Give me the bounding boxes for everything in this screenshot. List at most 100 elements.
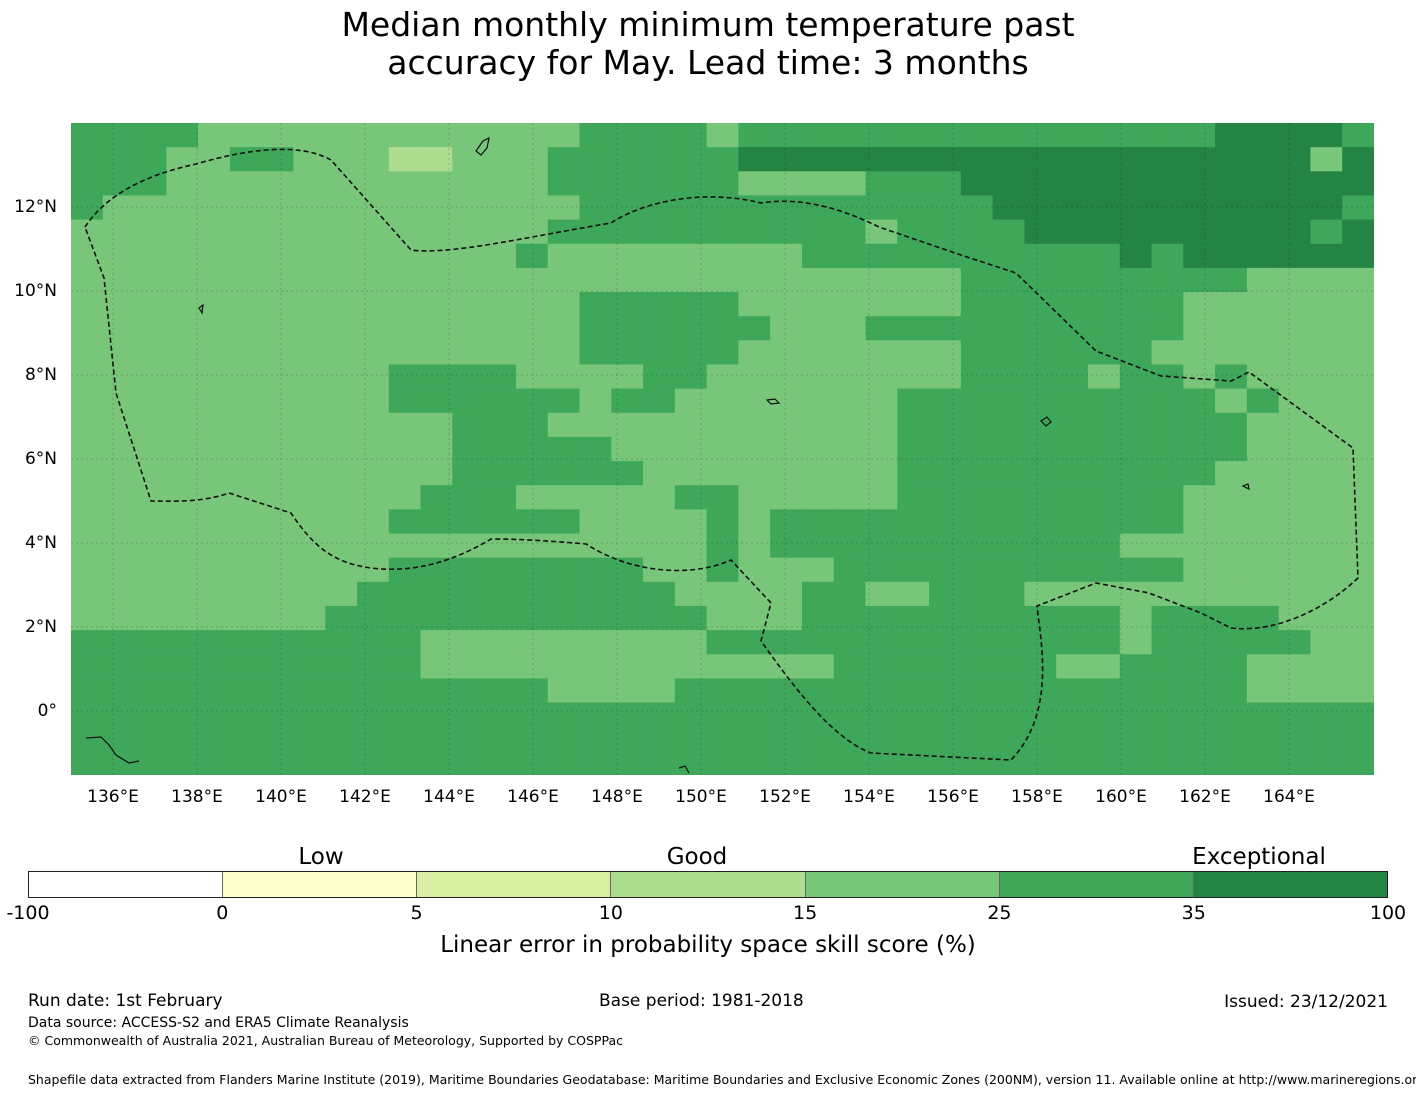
grid-cell <box>643 533 676 559</box>
grid-cell <box>929 171 962 197</box>
grid-cell <box>897 412 930 438</box>
grid-cell <box>706 340 739 366</box>
grid-cell <box>897 557 930 583</box>
grid-cell <box>865 533 898 559</box>
grid-cell <box>229 340 263 366</box>
grid-cell <box>960 678 994 704</box>
grid-cell <box>1342 678 1374 704</box>
grid-cell <box>1056 364 1089 390</box>
grid-cell <box>738 581 771 607</box>
grid-cell <box>643 654 676 680</box>
lon-label-140e: 140°E <box>255 787 307 807</box>
grid-cell <box>293 388 326 414</box>
grid-cell <box>198 581 231 607</box>
grid-cell <box>484 123 517 148</box>
grid-cell <box>261 412 295 438</box>
grid-cell <box>229 243 263 269</box>
grid-cell <box>388 726 422 752</box>
grid-cell <box>1278 364 1312 390</box>
lat-label-10n: 10°N <box>14 281 57 301</box>
grid-cell <box>1151 557 1184 583</box>
grid-cell <box>801 412 835 438</box>
grid-cell <box>1183 581 1216 607</box>
grid-cell <box>579 340 612 366</box>
grid-cell <box>897 243 930 269</box>
grid-cell <box>357 485 390 510</box>
grid-cell <box>388 485 422 510</box>
grid-cell <box>738 436 771 462</box>
grid-cell <box>484 171 517 197</box>
grid-cell <box>357 581 390 607</box>
colorbar <box>28 871 1388 898</box>
grid-cell <box>357 461 390 486</box>
grid-cell <box>738 267 771 293</box>
grid-cell <box>229 726 263 752</box>
grid-cell <box>1215 340 1248 366</box>
grid-cell <box>1215 147 1248 172</box>
grid-cell <box>1087 243 1121 269</box>
grid-cell <box>865 243 898 269</box>
grid-cell <box>198 316 231 341</box>
grid-cell <box>484 509 517 535</box>
grid-cell <box>261 702 295 728</box>
grid-cell <box>325 461 358 486</box>
grid-cell <box>547 316 581 341</box>
grid-cell <box>166 340 199 366</box>
grid-cell <box>801 171 835 197</box>
grid-cell <box>452 461 485 486</box>
grid-cell <box>643 726 676 752</box>
grid-cell <box>420 605 453 631</box>
grid-cell <box>706 654 739 680</box>
grid-cell <box>738 171 771 197</box>
grid-cell <box>1310 267 1343 293</box>
grid-cell <box>1310 292 1343 317</box>
grid-cell <box>134 750 167 775</box>
grid-cell <box>706 292 739 317</box>
lat-label-6n: 6°N <box>24 449 57 469</box>
grid-cell <box>1246 678 1280 704</box>
grid-cell <box>960 195 994 221</box>
grid-cell <box>1278 654 1312 680</box>
lon-label-160e: 160°E <box>1095 787 1147 807</box>
colorbar-tick-label: 10 <box>598 902 623 924</box>
grid-cell <box>960 292 994 317</box>
grid-cell <box>738 461 771 486</box>
grid-cell <box>1056 485 1089 510</box>
grid-cell <box>1151 605 1184 631</box>
grid-cell <box>897 195 930 221</box>
grid-cell <box>897 533 930 559</box>
grid-cell <box>643 267 676 293</box>
grid-cell <box>929 340 962 366</box>
grid-cell <box>102 436 136 462</box>
grid-cell <box>1024 316 1057 341</box>
grid-cell <box>960 702 994 728</box>
grid-cell <box>547 388 581 414</box>
grid-cell <box>134 292 167 317</box>
grid-cell <box>1056 581 1089 607</box>
grid-cell <box>102 340 136 366</box>
grid-cell <box>833 292 867 317</box>
grid-cell <box>801 364 835 390</box>
grid-cell <box>1056 509 1089 535</box>
grid-cell <box>1024 340 1057 366</box>
grid-cell <box>1056 195 1089 221</box>
grid-cell <box>960 630 994 655</box>
grid-cell <box>611 726 644 752</box>
grid-cell <box>388 605 422 631</box>
grid-cell <box>643 123 676 148</box>
grid-cell <box>1215 630 1248 655</box>
grid-cell <box>1151 195 1184 221</box>
grid-cell <box>770 292 803 317</box>
grid-cell <box>102 147 136 172</box>
grid-cell <box>357 388 390 414</box>
grid-cell <box>1151 123 1184 148</box>
chart-title: Median monthly minimum temperature past … <box>0 6 1416 82</box>
grid-cell <box>102 195 136 221</box>
grid-cell <box>1151 726 1184 752</box>
grid-cell <box>357 171 390 197</box>
grid-cell <box>134 171 167 197</box>
grid-cell <box>1215 581 1248 607</box>
colorbar-tick-label: 5 <box>410 902 423 924</box>
grid-cell <box>166 726 199 752</box>
grid-cell <box>865 726 898 752</box>
